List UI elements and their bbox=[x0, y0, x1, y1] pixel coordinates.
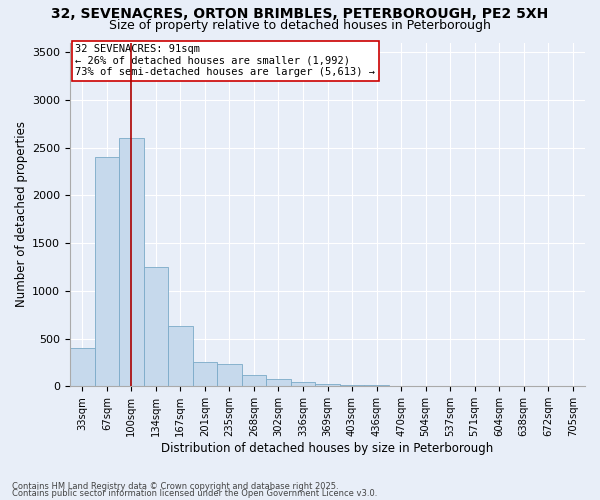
Text: Contains HM Land Registry data © Crown copyright and database right 2025.: Contains HM Land Registry data © Crown c… bbox=[12, 482, 338, 491]
Bar bbox=[340, 385, 364, 386]
Bar bbox=[291, 382, 315, 386]
Bar bbox=[119, 138, 143, 386]
Bar bbox=[217, 364, 242, 386]
Text: Size of property relative to detached houses in Peterborough: Size of property relative to detached ho… bbox=[109, 18, 491, 32]
Bar bbox=[315, 384, 340, 386]
Text: Contains public sector information licensed under the Open Government Licence v3: Contains public sector information licen… bbox=[12, 490, 377, 498]
Text: 32 SEVENACRES: 91sqm
← 26% of detached houses are smaller (1,992)
73% of semi-de: 32 SEVENACRES: 91sqm ← 26% of detached h… bbox=[75, 44, 375, 78]
Bar bbox=[168, 326, 193, 386]
Bar bbox=[266, 378, 291, 386]
Bar bbox=[70, 348, 95, 387]
Y-axis label: Number of detached properties: Number of detached properties bbox=[15, 122, 28, 308]
Bar bbox=[193, 362, 217, 386]
Bar bbox=[242, 375, 266, 386]
Bar bbox=[95, 157, 119, 386]
Bar bbox=[143, 267, 168, 386]
X-axis label: Distribution of detached houses by size in Peterborough: Distribution of detached houses by size … bbox=[161, 442, 494, 455]
Text: 32, SEVENACRES, ORTON BRIMBLES, PETERBOROUGH, PE2 5XH: 32, SEVENACRES, ORTON BRIMBLES, PETERBOR… bbox=[52, 8, 548, 22]
